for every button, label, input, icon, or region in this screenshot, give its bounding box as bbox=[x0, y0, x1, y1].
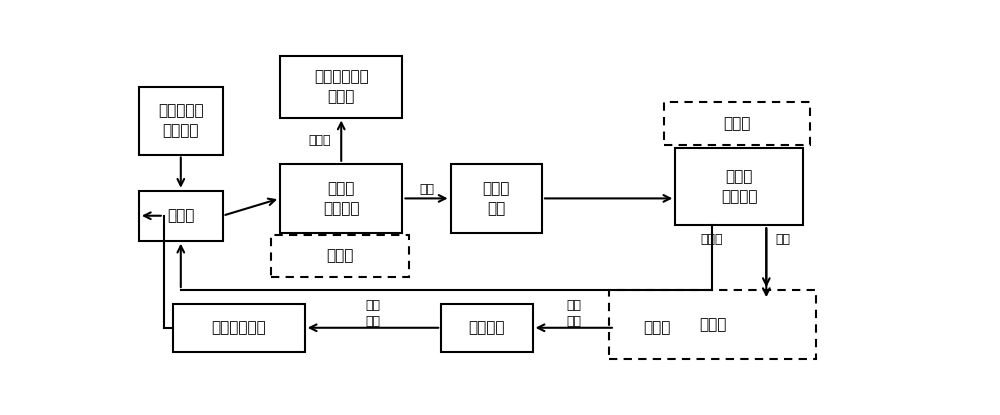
Bar bbox=[280, 164, 402, 233]
Text: 甜菜碱型表
面活性剂: 甜菜碱型表 面活性剂 bbox=[158, 103, 204, 138]
Bar bbox=[609, 290, 816, 359]
Bar bbox=[173, 304, 305, 352]
Bar bbox=[280, 56, 402, 117]
Text: 紫苏叶: 紫苏叶 bbox=[644, 320, 671, 335]
Text: 第一步: 第一步 bbox=[699, 317, 726, 332]
Text: 紫苏叶浸提液: 紫苏叶浸提液 bbox=[212, 320, 266, 335]
Bar bbox=[139, 87, 223, 154]
Text: 加热
浸提: 加热 浸提 bbox=[366, 299, 380, 328]
Bar bbox=[139, 191, 223, 241]
Text: 残液: 残液 bbox=[419, 183, 434, 195]
Text: 第二步: 第二步 bbox=[326, 248, 353, 263]
Bar bbox=[675, 148, 803, 225]
Bar bbox=[664, 102, 810, 144]
Bar bbox=[441, 304, 533, 352]
Text: 消泡液: 消泡液 bbox=[701, 233, 723, 246]
Bar bbox=[615, 304, 700, 352]
Bar bbox=[271, 234, 409, 277]
Text: 清洗
粉碎: 清洗 粉碎 bbox=[566, 299, 581, 328]
Text: 紫苏迷迭香酸
浓缩液: 紫苏迷迭香酸 浓缩液 bbox=[314, 69, 369, 104]
Text: 第一级
泡沫分离: 第一级 泡沫分离 bbox=[323, 181, 359, 216]
Text: 排放液
储池: 排放液 储池 bbox=[483, 181, 510, 216]
Text: 第二级
泡沫分离: 第二级 泡沫分离 bbox=[721, 169, 757, 204]
Text: 调节池: 调节池 bbox=[167, 208, 194, 223]
Text: 紫苏叶粉: 紫苏叶粉 bbox=[469, 320, 505, 335]
Text: 第三步: 第三步 bbox=[724, 116, 751, 131]
Text: 消泡液: 消泡液 bbox=[308, 134, 331, 147]
Text: 残液: 残液 bbox=[776, 233, 791, 246]
Bar bbox=[450, 164, 542, 233]
